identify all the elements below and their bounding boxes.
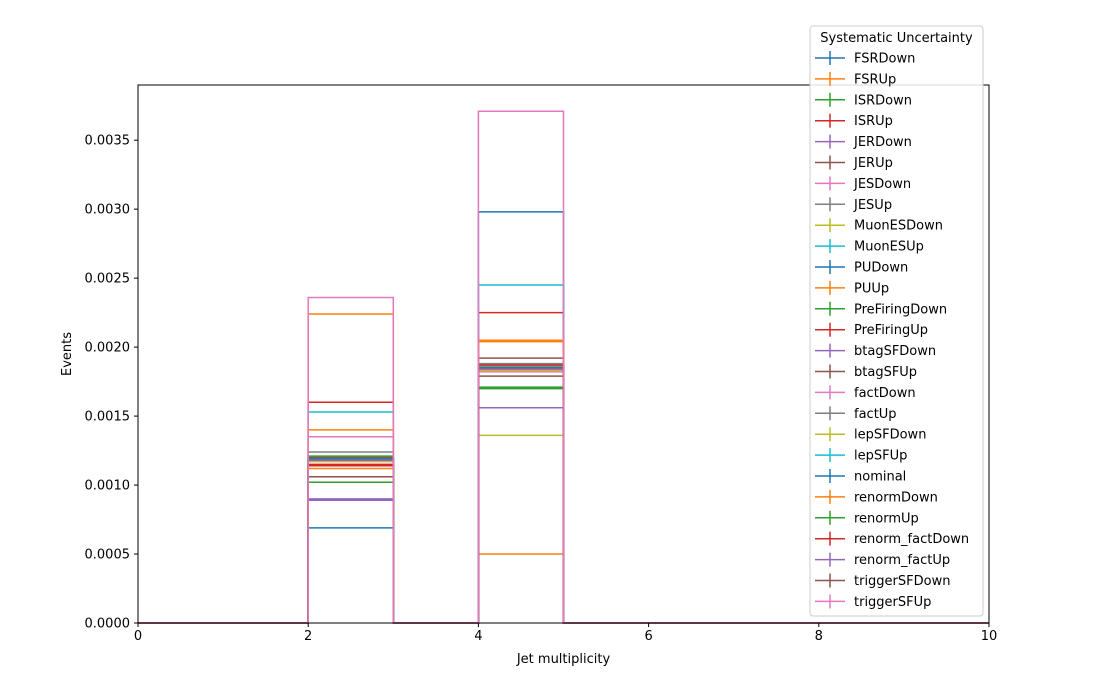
y-axis-label: Events (60, 332, 75, 376)
legend-entry-FSRDown: FSRDown (815, 51, 915, 67)
legend-label: renormDown (854, 490, 938, 505)
legend-entry-JESUp: JESUp (815, 197, 892, 213)
legend-label: renorm_factUp (854, 553, 950, 568)
legend-label: triggerSFDown (854, 574, 950, 589)
legend-entry-nominal: nominal (815, 469, 906, 485)
legend-entry-PreFiringDown: PreFiringDown (815, 301, 947, 317)
y-tick-label: 0.0030 (85, 203, 131, 218)
y-tick-label: 0.0005 (85, 548, 131, 563)
legend-entry-PreFiringUp: PreFiringUp (815, 322, 928, 338)
legend-label: btagSFDown (854, 344, 936, 359)
legend-label: MuonESUp (854, 240, 924, 255)
legend: Systematic Uncertainty FSRDown FSRUp ISRDo… (809, 25, 984, 617)
legend-label: MuonESDown (854, 219, 943, 234)
legend-entry-renormUp: renormUp (815, 510, 919, 526)
legend-label: renormUp (854, 511, 919, 526)
legend-entry-btagSFDown: btagSFDown (815, 343, 936, 359)
legend-entries: FSRDown FSRUp ISRDown ISRUp JERDown JERUp JESD… (815, 51, 969, 610)
legend-entry-triggerSFDown: triggerSFDown (815, 573, 950, 589)
legend-entry-factUp: factUp (815, 406, 897, 422)
legend-entry-lepSFUp: lepSFUp (815, 448, 907, 464)
y-tick-label: 0.0000 (85, 617, 131, 632)
legend-entry-PUUp: PUUp (815, 280, 889, 296)
legend-entry-renormDown: renormDown (815, 489, 938, 505)
legend-entry-factDown: factDown (815, 385, 916, 401)
legend-label: renorm_factDown (854, 532, 969, 547)
legend-label: nominal (854, 470, 906, 485)
legend-entry-triggerSFUp: triggerSFUp (815, 594, 931, 610)
legend-entry-JESDown: JESDown (815, 176, 911, 192)
legend-label: JESDown (853, 177, 911, 192)
legend-label: ISRDown (854, 93, 912, 108)
legend-label: JERUp (853, 156, 893, 171)
x-axis-ticks: 0 2 4 6 8 10 (134, 623, 997, 644)
y-tick-label: 0.0010 (85, 479, 131, 494)
y-tick-label: 0.0025 (85, 272, 131, 287)
x-tick-label: 8 (815, 629, 823, 644)
x-tick-label: 10 (981, 629, 998, 644)
plot-frame (137, 84, 990, 624)
legend-entry-JERUp: JERUp (815, 155, 893, 171)
legend-label: PreFiringDown (854, 302, 947, 317)
legend-entry-ISRUp: ISRUp (815, 113, 893, 129)
legend-label: factDown (854, 386, 916, 401)
legend-label: PUUp (854, 281, 889, 296)
legend-label: PreFiringUp (854, 323, 928, 338)
legend-box (809, 25, 984, 617)
x-tick-label: 2 (304, 629, 312, 644)
legend-entry-MuonESUp: MuonESUp (815, 239, 924, 255)
legend-entry-JERDown: JERDown (815, 134, 912, 150)
x-tick-label: 6 (644, 629, 652, 644)
legend-label: lepSFDown (854, 428, 926, 443)
y-tick-label: 0.0015 (85, 410, 131, 425)
legend-entry-lepSFDown: lepSFDown (815, 427, 926, 443)
legend-label: lepSFUp (854, 449, 907, 464)
y-tick-label: 0.0020 (85, 341, 131, 356)
legend-label: PUDown (854, 261, 908, 276)
legend-label: ISRUp (854, 114, 893, 129)
x-axis-label: Jet multiplicity (516, 652, 611, 667)
legend-entry-PUDown: PUDown (815, 260, 908, 276)
x-tick-label: 4 (474, 629, 482, 644)
legend-label: factUp (854, 407, 897, 422)
legend-label: FSRUp (854, 72, 896, 87)
legend-entry-ISRDown: ISRDown (815, 92, 912, 108)
legend-label: btagSFUp (854, 365, 917, 380)
legend-label: triggerSFUp (854, 595, 931, 610)
legend-entry-btagSFUp: btagSFUp (815, 364, 917, 380)
y-tick-label: 0.0035 (85, 134, 131, 149)
legend-entry-MuonESDown: MuonESDown (815, 218, 943, 234)
legend-entry-renorm_factUp: renorm_factUp (815, 552, 950, 568)
legend-label: FSRDown (854, 52, 915, 67)
x-tick-label: 0 (134, 629, 142, 644)
legend-title: Systematic Uncertainty (820, 31, 973, 46)
legend-entry-FSRUp: FSRUp (815, 71, 896, 87)
legend-entry-renorm_factDown: renorm_factDown (815, 531, 969, 547)
legend-label: JESUp (853, 198, 892, 213)
legend-label: JERDown (853, 135, 912, 150)
y-axis-ticks: 0.0000 0.0005 0.0010 0.0015 0.0020 0.0025 0.00… (85, 134, 138, 632)
